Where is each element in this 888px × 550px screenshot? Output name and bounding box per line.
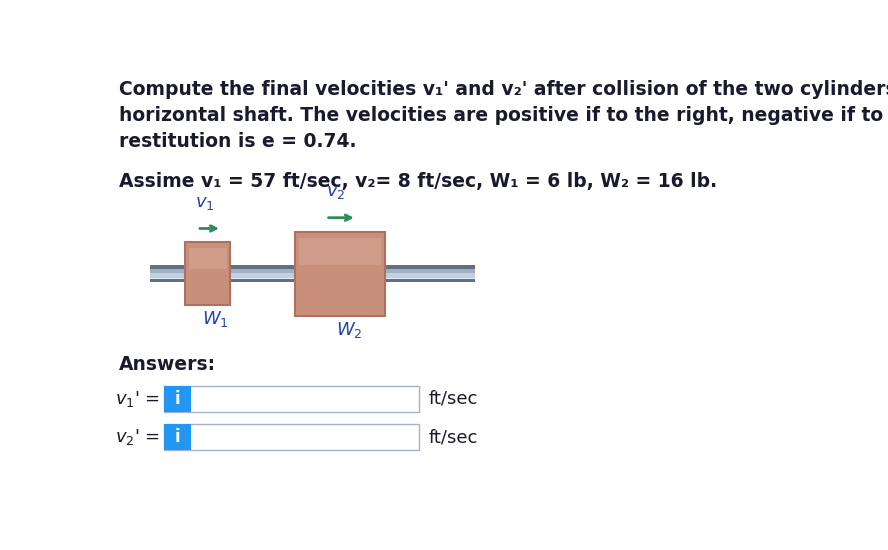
Bar [150, 266, 475, 268]
Text: Assime v₁ = 57 ft/sec, v₂= 8 ft/sec, W₁ = 6 lb, W₂ = 16 lb.: Assime v₁ = 57 ft/sec, v₂= 8 ft/sec, W₁ … [119, 172, 717, 191]
Text: ft/sec: ft/sec [429, 428, 478, 446]
Text: i: i [174, 389, 180, 408]
Text: restitution is e = 0.74.: restitution is e = 0.74. [119, 132, 356, 151]
Text: $v_1$' =: $v_1$' = [115, 389, 160, 409]
Bar [296, 232, 385, 316]
Bar [150, 273, 475, 278]
Text: $v_2$' =: $v_2$' = [115, 427, 160, 447]
Text: $v_2$: $v_2$ [326, 183, 345, 201]
Bar [163, 424, 419, 450]
Text: i: i [174, 428, 180, 446]
Bar [163, 424, 191, 450]
Text: $W_1$: $W_1$ [202, 309, 228, 329]
Bar [150, 279, 475, 282]
Text: Compute the final velocities v₁' and v₂' after collision of the two cylinders wh: Compute the final velocities v₁' and v₂'… [119, 80, 888, 99]
Text: horizontal shaft. The velocities are positive if to the right, negative if to th: horizontal shaft. The velocities are pos… [119, 106, 888, 125]
Bar [299, 238, 381, 266]
Bar [163, 386, 419, 412]
Text: $v_1$: $v_1$ [195, 194, 215, 212]
Bar [186, 243, 230, 305]
Bar [150, 268, 475, 273]
Text: Answers:: Answers: [119, 355, 216, 374]
Text: ft/sec: ft/sec [429, 389, 478, 408]
Bar [163, 386, 191, 412]
Bar [150, 278, 475, 280]
Bar [188, 249, 227, 270]
Text: $W_2$: $W_2$ [336, 320, 362, 340]
